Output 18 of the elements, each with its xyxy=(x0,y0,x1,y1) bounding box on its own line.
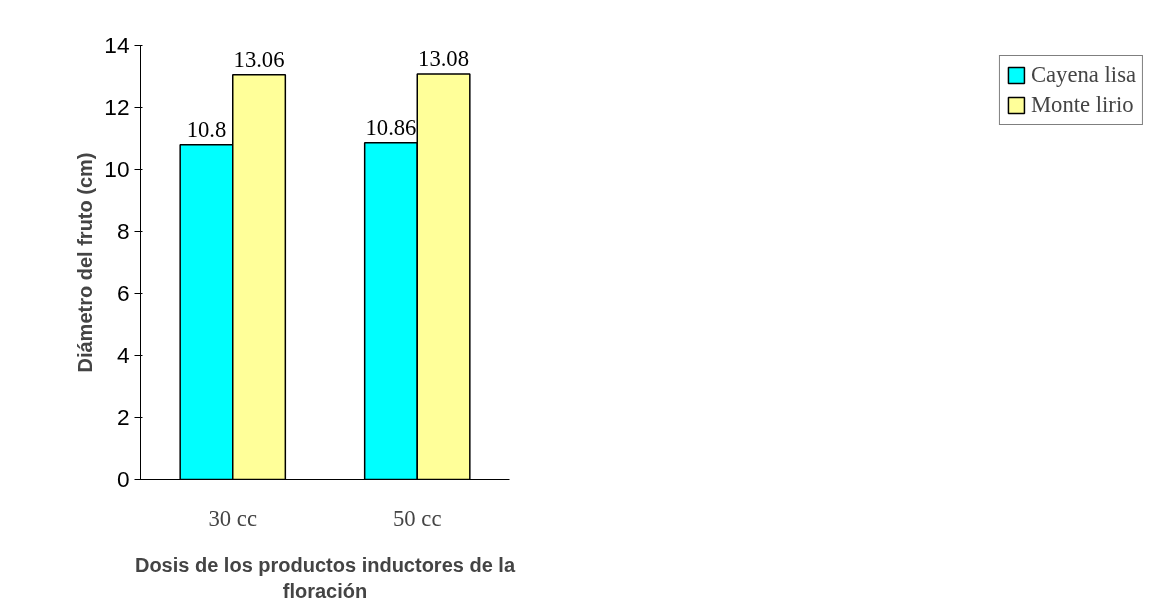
data-label: 10.8 xyxy=(186,116,227,142)
legend-label: Monte lirio xyxy=(1030,92,1134,118)
y-tick-label: 8 xyxy=(116,218,130,244)
y-tick-label: 4 xyxy=(116,342,130,368)
y-tick-label: 2 xyxy=(116,404,130,430)
data-label: 10.86 xyxy=(365,114,417,140)
y-tick-label: 14 xyxy=(104,32,130,58)
y-axis-title: Diámetro del fruto (cm) xyxy=(74,152,97,373)
y-tick-label: 6 xyxy=(116,280,130,306)
y-tick-label: 12 xyxy=(104,94,130,120)
x-tick-label: 30 cc xyxy=(208,505,257,531)
y-tick-label: 10 xyxy=(104,156,130,182)
x-axis-title: Dosis de los productos inductores de la floración xyxy=(134,553,516,602)
data-label: 13.08 xyxy=(418,46,470,72)
y-tick-label: 0 xyxy=(116,466,130,492)
legend-label: Cayena lisa xyxy=(1030,62,1136,88)
data-label: 13.06 xyxy=(233,46,285,72)
x-tick-label: 50 cc xyxy=(393,505,442,531)
